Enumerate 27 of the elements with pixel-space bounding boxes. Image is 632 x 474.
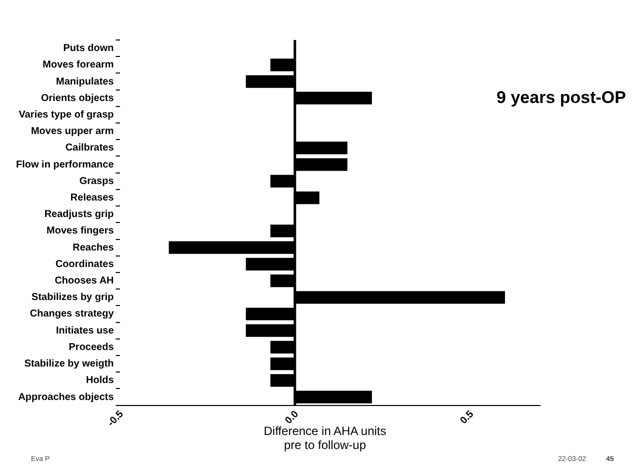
y-tick-label: Initiates use — [56, 325, 114, 336]
y-tick-label: Proceeds — [68, 342, 114, 353]
y-tick-label: Moves fingers — [46, 226, 114, 237]
y-tick-label: Moves forearm — [42, 60, 114, 71]
y-tick-label: Approaches objects — [18, 392, 114, 403]
x-tick-label: 0.0 — [283, 408, 302, 426]
y-tick-label: Varies type of grasp — [18, 109, 114, 120]
y-tick-label: Changes strategy — [30, 308, 114, 320]
y-tick-label: Readjusts grip — [44, 209, 114, 220]
y-tick-label: Puts down — [63, 43, 114, 54]
y-tick-label: Cailbrates — [65, 142, 114, 154]
y-tick-label: Chooses AH — [54, 276, 114, 287]
y-tick-label: Reaches — [72, 242, 114, 254]
y-tick-label: Stabilize by weigth — [24, 358, 114, 370]
y-tick-label: Moves upper arm — [30, 126, 114, 138]
text: 9 years post-OP — [496, 88, 626, 108]
x-axis-title: Difference in AHA units pre to follow-up — [262, 424, 388, 452]
y-tick-label: Stabilizes by grip — [32, 292, 114, 304]
y-tick-label: Flow in performance — [16, 159, 114, 170]
y-tick-label: Releases — [70, 192, 114, 204]
y-tick-label: Coordinates — [55, 258, 114, 270]
x-tick-label: 0.5 — [458, 408, 476, 426]
y-tick-label: Grasps — [79, 176, 114, 187]
y-tick-label: Orients objects — [40, 92, 114, 104]
y-tick-label: Holds — [86, 375, 114, 386]
y-tick-label: Manipulates — [56, 76, 114, 88]
x-tick-label: -0.5 — [106, 408, 126, 429]
